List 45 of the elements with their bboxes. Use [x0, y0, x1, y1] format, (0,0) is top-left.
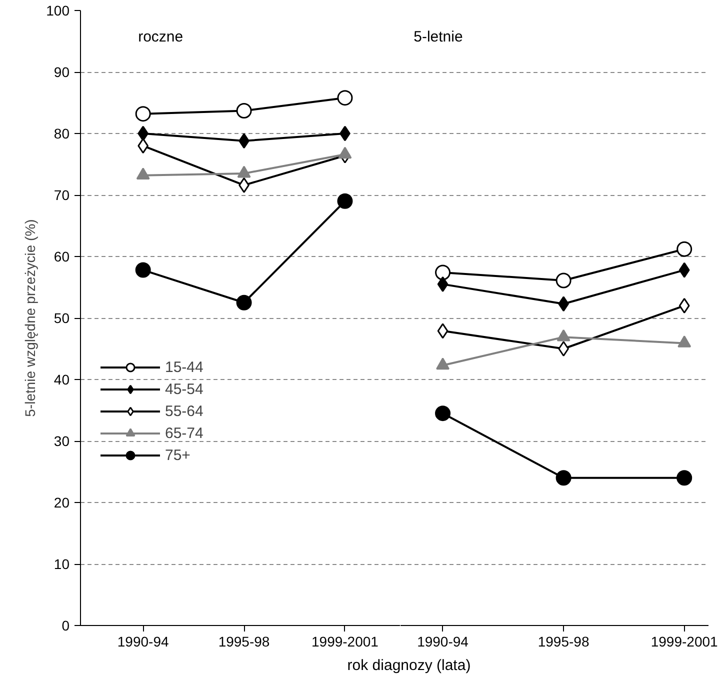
y-tick-label: 90 [54, 64, 70, 80]
point [556, 272, 572, 288]
point [435, 264, 451, 280]
legend-label: 45-54 [165, 380, 204, 398]
legend-label: 15-44 [165, 358, 204, 376]
y-tick-label: 10 [54, 556, 70, 572]
point [437, 323, 448, 339]
point [337, 90, 353, 106]
point [337, 193, 353, 209]
point [236, 294, 252, 310]
point [135, 262, 151, 278]
point [138, 138, 149, 154]
text: roczne [138, 28, 184, 46]
point [678, 298, 690, 314]
legend-label: 65-74 [165, 424, 204, 442]
point [435, 406, 451, 422]
y-tick-label: 100 [46, 2, 70, 18]
y-tick-label: 0 [62, 618, 70, 634]
point [676, 241, 692, 257]
y-tick-label: 20 [54, 494, 70, 510]
x-tick-label: 1995-98 [538, 634, 590, 650]
x-tick-label: 1999-2001 [650, 634, 718, 650]
legend-label: 55-64 [165, 402, 204, 420]
point [135, 106, 151, 122]
x-tick-label: 1999-2001 [312, 634, 379, 650]
y-tick-label: 30 [54, 433, 70, 449]
legend-label: 75+ [165, 446, 190, 464]
x-axis-title: rok diagnozy (lata) [347, 656, 471, 676]
y-tick-label: 70 [54, 187, 70, 203]
point [678, 262, 690, 278]
y-tick-label: 40 [54, 372, 70, 388]
point [138, 126, 149, 142]
y-tick-label: 80 [54, 126, 70, 142]
y-axis-title: 5-letnie względne przeżycie (%) [22, 219, 38, 417]
y-tick-label: 50 [54, 310, 70, 326]
point [558, 341, 569, 356]
x-tick-label: 1990-94 [417, 634, 469, 650]
point [236, 103, 252, 118]
point [556, 470, 572, 486]
x-tick-label: 1995-98 [218, 634, 270, 650]
point [676, 470, 692, 486]
text: 5-letnie [414, 28, 463, 46]
y-tick-label: 60 [54, 248, 70, 264]
point [437, 276, 448, 292]
x-tick-label: 1990-94 [117, 634, 169, 650]
